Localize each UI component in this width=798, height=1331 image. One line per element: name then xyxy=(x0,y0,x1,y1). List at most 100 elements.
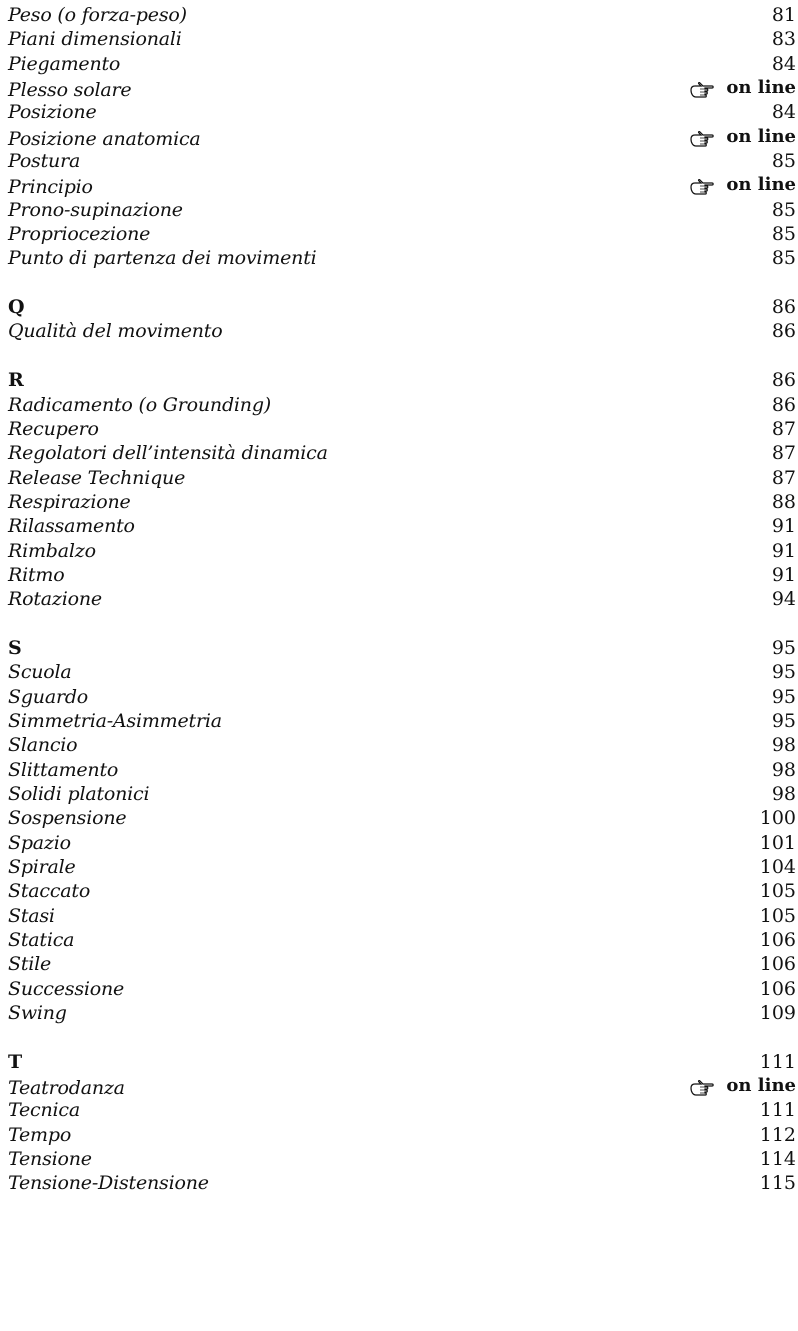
entry-page: 98 xyxy=(771,783,796,806)
section-letter: Q xyxy=(8,296,25,319)
entry-page: 87 xyxy=(771,442,796,465)
entry-page: 95 xyxy=(771,661,796,684)
index-entry: Posizione 84 xyxy=(8,100,796,124)
index-section-q: Q 86 Qualità del movimento 86 xyxy=(8,295,796,344)
entry-page: 85 xyxy=(771,247,796,270)
entry-online: on line xyxy=(690,1074,796,1098)
index-section-r: R 86 Radicamento (o Grounding) 86 Recupe… xyxy=(8,368,796,611)
entry-page: 101 xyxy=(759,831,796,854)
index-entry: Sguardo 95 xyxy=(8,685,796,709)
entry-page: 104 xyxy=(759,856,796,878)
index-entry: Tecnica 111 xyxy=(8,1098,796,1122)
entry-term: Regolatori dell’intensità dinamica xyxy=(8,442,328,465)
index-entry: Statica 106 xyxy=(8,928,796,952)
index-entry: Simmetria-Asimmetria 95 xyxy=(8,709,796,733)
index-entry: Propriocezione 85 xyxy=(8,222,796,246)
section-header: S 95 xyxy=(8,636,796,660)
index-section-s: S 95 Scuola 95 Sguardo 95 Simmetria-Asim… xyxy=(8,636,796,1025)
index-entry: Rotazione 94 xyxy=(8,587,796,611)
section-header: R 86 xyxy=(8,368,796,392)
section-header: Q 86 xyxy=(8,295,796,319)
entry-term: Stile xyxy=(8,953,52,976)
entry-page: on line xyxy=(726,125,796,147)
entry-page: 87 xyxy=(771,466,796,489)
entry-term: Respirazione xyxy=(8,490,131,513)
entry-term: Release Technique xyxy=(8,466,186,489)
entry-term: Propriocezione xyxy=(8,222,151,245)
entry-term: Rimbalzo xyxy=(8,539,96,562)
index-entry: Swing 109 xyxy=(8,1001,796,1025)
index-page: Peso (o forza-peso) 81 Piani dimensional… xyxy=(8,0,796,1196)
entry-page: 83 xyxy=(771,28,796,51)
index-entry: Piani dimensionali 83 xyxy=(8,27,796,51)
section-page: 86 xyxy=(771,296,796,319)
entry-page: 87 xyxy=(771,417,796,440)
entry-online: on line xyxy=(690,173,796,197)
index-entry: Tempo 112 xyxy=(8,1123,796,1147)
entry-page: 85 xyxy=(771,149,796,172)
index-entry: Respirazione 88 xyxy=(8,490,796,514)
entry-term: Successione xyxy=(8,977,125,1000)
entry-term: Punto di partenza dei movimenti xyxy=(8,247,317,270)
index-entry: Radicamento (o Grounding) 86 xyxy=(8,393,796,417)
index-entry: Ritmo 91 xyxy=(8,563,796,587)
index-entry: Rilassamento 91 xyxy=(8,514,796,538)
entry-term: Posizione anatomica xyxy=(8,127,201,150)
entry-page: 114 xyxy=(759,1148,796,1171)
index-entry: Prono-supinazione 85 xyxy=(8,198,796,222)
entry-page: 115 xyxy=(759,1172,796,1195)
entry-term: Staccato xyxy=(8,880,91,903)
pointing-hand-icon xyxy=(690,1080,715,1096)
entry-term: Principio xyxy=(8,176,93,199)
index-entry: Slittamento 98 xyxy=(8,758,796,782)
index-entry: Solidi platonici 98 xyxy=(8,782,796,806)
entry-term: Stasi xyxy=(8,904,55,927)
entry-page: 106 xyxy=(759,928,796,951)
index-entry: Successione 106 xyxy=(8,977,796,1001)
section-page: 95 xyxy=(771,637,796,660)
entry-page: 98 xyxy=(771,758,796,781)
pointing-hand-icon xyxy=(690,179,715,196)
entry-page: 95 xyxy=(771,685,796,708)
entry-term: Sospensione xyxy=(8,807,127,830)
entry-page: 95 xyxy=(771,710,796,733)
index-entry: Rimbalzo 91 xyxy=(8,539,796,563)
index-entry: Teatrodanza on line xyxy=(8,1074,796,1099)
pointing-hand-icon xyxy=(690,82,715,98)
entry-term: Sguardo xyxy=(8,685,89,708)
entry-term: Spirale xyxy=(8,856,76,878)
entry-page: on line xyxy=(726,174,796,196)
entry-page: 86 xyxy=(771,320,796,343)
section-page: 111 xyxy=(759,1050,796,1073)
entry-page: 85 xyxy=(771,198,796,221)
entry-term: Qualità del movimento xyxy=(8,320,223,343)
index-entry: Punto di partenza dei movimenti 85 xyxy=(8,246,796,270)
index-entry: Release Technique 87 xyxy=(8,466,796,490)
entry-term: Spazio xyxy=(8,831,71,854)
index-entry: Piegamento 84 xyxy=(8,52,796,76)
entry-term: Tensione-Distensione xyxy=(8,1172,209,1195)
index-entry: Staccato 105 xyxy=(8,879,796,903)
index-entry: Sospensione 100 xyxy=(8,806,796,830)
index-entry: Spirale 104 xyxy=(8,855,796,879)
entry-page: 106 xyxy=(759,977,796,1000)
index-entry: Qualità del movimento 86 xyxy=(8,319,796,343)
entry-term: Piani dimensionali xyxy=(8,28,182,51)
section-letter: S xyxy=(8,637,22,660)
entry-term: Plesso solare xyxy=(8,79,132,102)
entry-page: 105 xyxy=(759,904,796,927)
entry-term: Posizione xyxy=(8,101,97,124)
section-letter: R xyxy=(8,369,24,392)
entry-page: 86 xyxy=(771,393,796,416)
entry-page: 112 xyxy=(759,1123,796,1146)
entry-term: Swing xyxy=(8,1001,67,1024)
entry-term: Ritmo xyxy=(8,563,65,586)
entry-page: 91 xyxy=(771,539,796,562)
entry-term: Tempo xyxy=(8,1123,72,1146)
index-entry: Stile 106 xyxy=(8,952,796,976)
index-entry: Slancio 98 xyxy=(8,733,796,757)
index-entry: Posizione anatomica on line xyxy=(8,125,796,150)
entry-term: Tensione xyxy=(8,1148,92,1171)
entry-page: 84 xyxy=(771,101,796,124)
index-entry: Tensione-Distensione 115 xyxy=(8,1171,796,1195)
